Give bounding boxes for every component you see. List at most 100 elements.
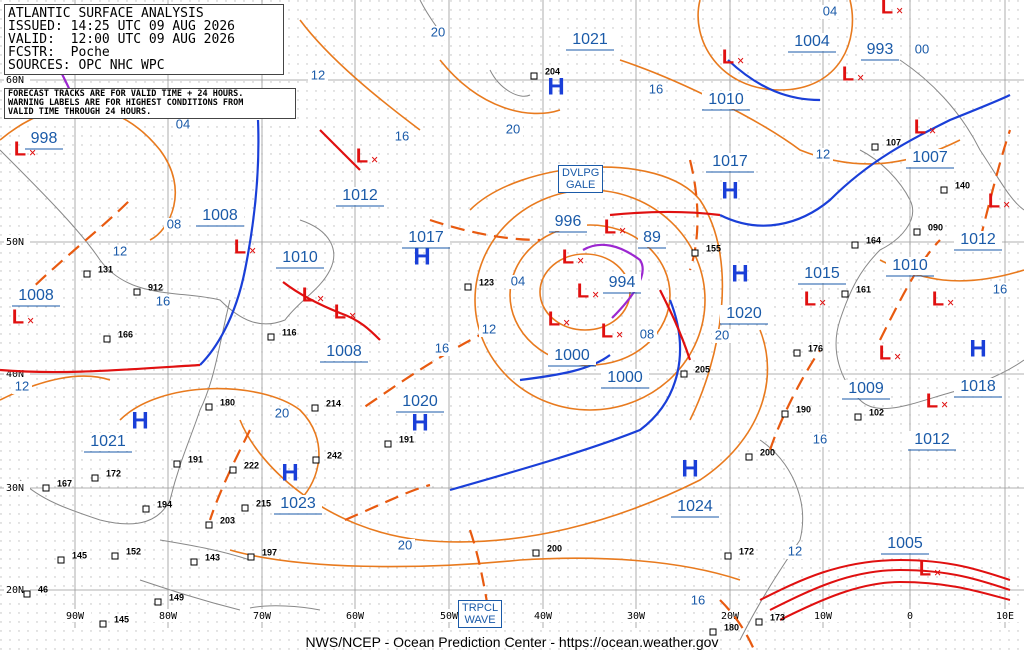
label-bg — [274, 495, 322, 513]
station-symbol — [133, 288, 141, 296]
center-symbol: L — [356, 145, 368, 167]
center-symbol: L — [604, 216, 616, 238]
pressure-label: 1020 — [726, 305, 762, 322]
pressure-label: 1021 — [90, 433, 126, 450]
label-bg — [527, 609, 559, 622]
label-bg — [246, 609, 278, 622]
center-symbol: L — [562, 246, 574, 268]
station-symbol — [851, 241, 859, 249]
station-pressure: 131 — [98, 264, 113, 274]
station-pressure: 167 — [57, 478, 72, 488]
label-bg — [798, 265, 846, 283]
header-line: VALID: 12:00 UTC 09 AUG 2026 — [8, 32, 235, 47]
station-pressure: 145 — [72, 550, 87, 560]
label-bg — [894, 609, 926, 622]
label-bg — [479, 323, 499, 337]
label-bg — [989, 609, 1021, 622]
station-symbol — [99, 620, 107, 628]
isobar-label: 20 — [431, 24, 445, 39]
center-symbol: H — [721, 177, 738, 204]
label-bg — [308, 69, 328, 83]
label-bg — [720, 305, 768, 323]
label-bg — [603, 274, 641, 292]
label-bg — [320, 343, 368, 361]
label-bg — [688, 594, 708, 608]
annotation-box: DVLPG GALE — [558, 165, 604, 193]
pressure-label: 1015 — [804, 265, 840, 282]
station-symbol — [111, 552, 119, 560]
pressure-label: 1012 — [914, 431, 950, 448]
label-bg — [842, 380, 890, 398]
station-symbol — [532, 549, 540, 557]
pressure-label: 998 — [31, 130, 58, 147]
center-mark: × — [371, 153, 378, 167]
center-mark: × — [577, 254, 584, 268]
label-bg — [402, 229, 450, 247]
station-pressure: 102 — [869, 407, 884, 417]
center-symbol: L — [932, 288, 944, 310]
center-mark: × — [349, 309, 356, 323]
label-bg — [503, 123, 523, 137]
station-pressure: 140 — [955, 180, 970, 190]
label-bg — [712, 329, 732, 343]
isobar-label: 00 — [915, 41, 929, 56]
longitude-label: 40W — [534, 611, 553, 622]
pressure-label: 1020 — [402, 393, 438, 410]
label-bg — [59, 609, 91, 622]
center-symbol: L — [926, 390, 938, 412]
station-symbol — [267, 333, 275, 341]
station-plots: 204 155 123 131 912 166 116 180 214 191 242 222 191 1… — [23, 66, 970, 636]
longitude-label: 10W — [814, 611, 833, 622]
label-bg — [954, 378, 1002, 396]
center-symbol: H — [547, 73, 564, 100]
station-symbol — [229, 466, 237, 474]
station-pressure: 107 — [886, 137, 901, 147]
label-bg — [4, 235, 30, 248]
station-symbol — [154, 598, 162, 606]
center-symbol: L — [914, 116, 926, 138]
label-bg — [566, 31, 614, 49]
station-symbol — [940, 186, 948, 194]
station-pressure: 191 — [399, 434, 414, 444]
label-bg — [508, 275, 528, 289]
center-symbol: H — [413, 243, 430, 270]
pressure-label: 1004 — [794, 33, 830, 50]
header-block: ATLANTIC SURFACE ANALYSIS ISSUED: 14:25 U… — [4, 4, 284, 75]
isobar-label: 16 — [691, 592, 705, 607]
label-bg — [276, 249, 324, 267]
pressure-label: 1017 — [712, 153, 748, 170]
longitude-label: 20W — [721, 611, 740, 622]
station-symbol — [724, 552, 732, 560]
center-mark: × — [563, 316, 570, 330]
isobar-label: 16 — [649, 81, 663, 96]
annotation-box: TRPCL WAVE — [458, 600, 503, 628]
isobar-label: 16 — [813, 431, 827, 446]
label-bg — [990, 283, 1010, 297]
pressure-label: 89 — [643, 229, 661, 246]
pressure-label: 1010 — [282, 249, 318, 266]
pressure-label: 1007 — [912, 149, 948, 166]
label-bg — [173, 118, 193, 132]
label-bg — [153, 295, 173, 309]
station-symbol — [42, 484, 50, 492]
station-symbol — [311, 404, 319, 412]
station-symbol — [247, 553, 255, 561]
station-pressure: 161 — [856, 284, 871, 294]
center-symbol: L — [12, 306, 24, 328]
isobar-label: 12 — [788, 543, 802, 558]
isobar-label: 12 — [311, 67, 325, 82]
label-bg — [861, 41, 899, 59]
center-mark: × — [896, 4, 903, 18]
station-pressure: 190 — [796, 404, 811, 414]
pressure-label: 1010 — [892, 257, 928, 274]
station-symbol — [709, 628, 717, 636]
label-bg — [4, 481, 30, 494]
center-symbol: L — [722, 46, 734, 68]
longitude-label: 10E — [996, 611, 1014, 622]
station-pressure: 173 — [770, 612, 785, 622]
center-mark: × — [249, 244, 256, 258]
pressure-label: 1010 — [708, 91, 744, 108]
center-mark: × — [592, 288, 599, 302]
center-symbol: L — [577, 280, 589, 302]
station-pressure: 214 — [326, 398, 341, 408]
